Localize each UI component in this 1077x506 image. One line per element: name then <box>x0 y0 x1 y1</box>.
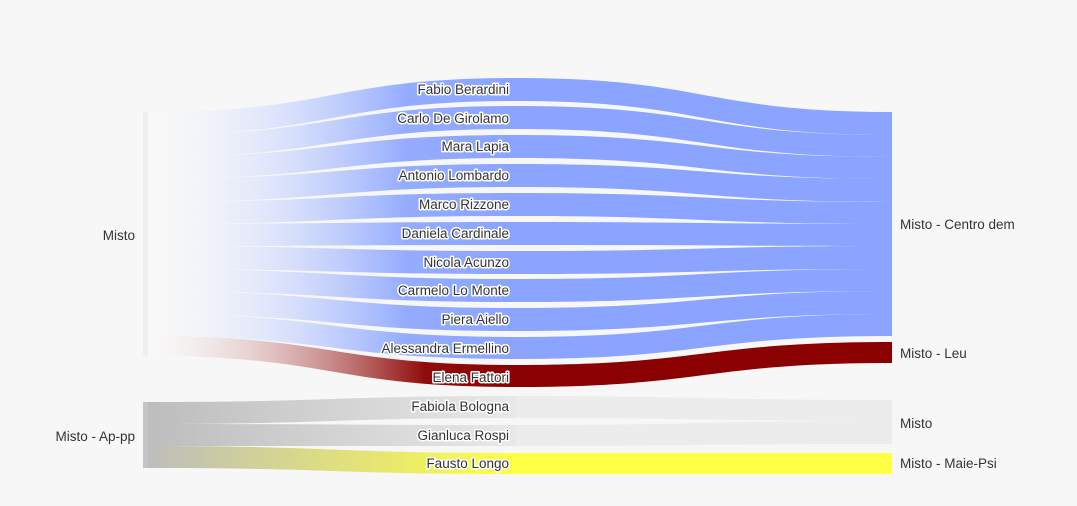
node-label-antonio-lombardo[interactable]: Antonio Lombardo <box>397 167 510 185</box>
link-out-fabio-berardini[interactable] <box>516 78 892 135</box>
node-label-fabio-berardini[interactable]: Fabio Berardini <box>416 81 511 99</box>
labels: Misto Misto - Ap-pp Fabio Berardini Carl… <box>55 81 1015 473</box>
link-out-fabiola-bologna[interactable] <box>516 396 892 421</box>
source-node-misto[interactable] <box>143 112 148 356</box>
source-node-misto-ap-pp[interactable] <box>143 402 148 468</box>
node-label-elena-fattori[interactable]: Elena Fattori <box>431 369 511 387</box>
link-out-daniela-cardinale[interactable] <box>516 222 892 246</box>
link-out-fausto-longo[interactable] <box>516 453 892 474</box>
link-in-carlo-de-girolamo[interactable] <box>148 106 516 157</box>
nodes <box>143 112 148 468</box>
link-out-elena-fattori[interactable] <box>516 342 892 387</box>
target-label-maie-psi: Misto - Maie-Psi <box>900 456 997 471</box>
link-in-gianluca-rospi[interactable] <box>148 424 516 446</box>
node-label-mara-lapia[interactable]: Mara Lapia <box>440 138 511 156</box>
node-label-carmelo-lo-monte[interactable]: Carmelo Lo Monte <box>396 282 510 300</box>
link-in-fabio-berardini[interactable] <box>148 78 516 135</box>
link-in-fabiola-bologna[interactable] <box>148 396 516 424</box>
node-label-alessandra-ermellino[interactable]: Alessandra Ermellino <box>380 340 511 358</box>
target-label-misto: Misto <box>900 416 932 431</box>
source-label-misto-ap-pp: Misto - Ap-pp <box>55 429 135 444</box>
node-label-gianluca-rospi[interactable]: Gianluca Rospi <box>416 427 511 445</box>
node-label-marco-rizzone[interactable]: Marco Rizzone <box>417 196 510 214</box>
node-label-piera-aiello[interactable]: Piera Aiello <box>440 311 511 329</box>
link-in-carmelo-lo-monte[interactable] <box>148 269 516 302</box>
link-in-elena-fattori[interactable] <box>148 336 516 387</box>
node-label-nicola-acunzo[interactable]: Nicola Acunzo <box>422 254 511 272</box>
link-in-alessandra-ermellino[interactable] <box>148 314 516 359</box>
node-label-fabiola-bologna[interactable]: Fabiola Bologna <box>410 398 511 416</box>
link-in-antonio-lombardo[interactable] <box>148 164 516 202</box>
links-right <box>516 78 892 474</box>
link-out-nicola-acunzo[interactable] <box>516 246 892 274</box>
link-out-marco-rizzone[interactable] <box>516 193 892 224</box>
link-in-marco-rizzone[interactable] <box>148 193 516 224</box>
node-label-carlo-de-girolamo[interactable]: Carlo De Girolamo <box>396 110 511 128</box>
link-in-mara-lapia[interactable] <box>148 135 516 179</box>
link-out-piera-aiello[interactable] <box>516 291 892 331</box>
link-in-nicola-acunzo[interactable] <box>148 246 516 274</box>
link-in-fausto-longo[interactable] <box>148 446 516 474</box>
link-out-carmelo-lo-monte[interactable] <box>516 269 892 302</box>
node-label-fausto-longo[interactable]: Fausto Longo <box>425 455 511 473</box>
links-left <box>148 78 516 474</box>
link-out-carlo-de-girolamo[interactable] <box>516 106 892 157</box>
link-in-piera-aiello[interactable] <box>148 291 516 331</box>
link-out-antonio-lombardo[interactable] <box>516 164 892 202</box>
link-out-alessandra-ermellino[interactable] <box>516 314 892 359</box>
link-in-daniela-cardinale[interactable] <box>148 222 516 246</box>
target-label-leu: Misto - Leu <box>900 346 967 361</box>
link-out-gianluca-rospi[interactable] <box>516 421 892 446</box>
source-label-misto: Misto <box>103 228 135 243</box>
link-out-mara-lapia[interactable] <box>516 135 892 179</box>
target-label-centro-dem: Misto - Centro dem <box>900 217 1015 232</box>
node-label-daniela-cardinale[interactable]: Daniela Cardinale <box>400 225 510 243</box>
